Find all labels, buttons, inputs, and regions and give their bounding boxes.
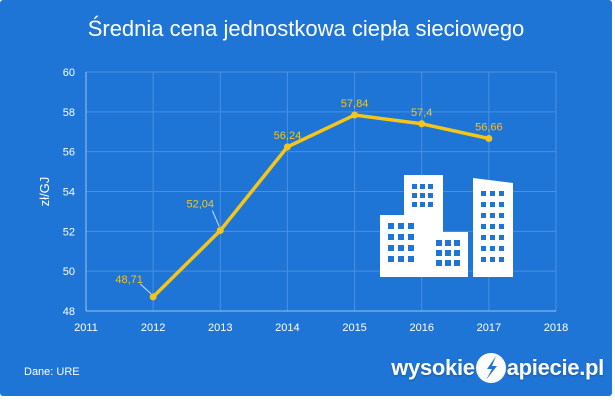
data-point <box>283 143 291 151</box>
x-tick-label: 2014 <box>275 322 299 334</box>
building-window <box>398 234 404 240</box>
building-window <box>490 257 495 262</box>
x-tick-label: 2011 <box>74 322 98 334</box>
building-window <box>398 256 404 262</box>
y-tick-label: 52 <box>63 226 75 238</box>
building-window <box>481 191 486 196</box>
building-window <box>481 224 486 229</box>
axes: 48 50 52 54 56 58 60 2011 2012 2013 2014 2015 2016 20… <box>37 67 568 334</box>
x-tick-label: 2018 <box>544 322 568 334</box>
building-window <box>499 257 504 262</box>
lightning-n-logo-icon <box>475 353 506 383</box>
building-window <box>398 223 404 229</box>
brand-right: apiecie.pl <box>506 355 605 380</box>
building-window <box>490 246 495 251</box>
building-window <box>454 250 460 256</box>
building-window <box>436 250 442 256</box>
building-window <box>499 191 504 196</box>
y-tick-label: 50 <box>63 266 75 278</box>
data-line <box>151 113 491 299</box>
source-note: Dane: URE <box>24 366 80 378</box>
brand-left: wysokie <box>391 355 475 380</box>
data-point <box>216 227 224 235</box>
building-window <box>490 235 495 240</box>
data-label: 56,24 <box>274 130 302 142</box>
x-tick-label: 2015 <box>342 322 366 334</box>
label-leader-line <box>139 283 152 295</box>
building-window <box>499 202 504 207</box>
building-window <box>481 257 486 262</box>
data-point <box>485 135 493 143</box>
building-window <box>454 260 460 266</box>
building-window <box>412 184 417 189</box>
building-window <box>428 202 433 207</box>
buildings-icon <box>380 175 513 277</box>
data-label: 48,71 <box>115 274 143 286</box>
building-window <box>481 235 486 240</box>
building-window <box>398 245 404 251</box>
building-window <box>445 250 451 256</box>
data-labels: 48,71 52,04 56,24 57,84 57,4 56,66 <box>115 98 503 295</box>
building-window <box>445 240 451 246</box>
building-window <box>481 246 486 251</box>
building-window <box>490 202 495 207</box>
building-window <box>490 224 495 229</box>
building-window <box>412 193 417 198</box>
building-window <box>445 260 451 266</box>
data-point <box>418 120 426 128</box>
building-window <box>412 202 417 207</box>
building-window <box>481 213 486 218</box>
y-axis-label: zł/GJ <box>37 177 52 207</box>
data-points <box>149 111 493 301</box>
data-label: 56,66 <box>475 122 503 134</box>
building-window <box>428 184 433 189</box>
x-tick-label: 2013 <box>208 322 232 334</box>
building-window <box>420 184 425 189</box>
building-window <box>481 202 486 207</box>
x-tick-label: 2017 <box>477 322 501 334</box>
building-window <box>428 193 433 198</box>
building-window <box>490 191 495 196</box>
y-tick-label: 58 <box>63 107 75 119</box>
brand-logo: wysokie apiecie.pl <box>391 353 604 383</box>
y-tick-label: 54 <box>63 187 75 199</box>
building-window <box>408 245 414 251</box>
building-window <box>454 240 460 246</box>
label-leader-line <box>211 210 220 227</box>
building-window <box>388 234 394 240</box>
building-window <box>436 260 442 266</box>
series-line <box>151 113 491 299</box>
building-window <box>408 256 414 262</box>
building-window <box>420 193 425 198</box>
building-window <box>408 234 414 240</box>
building-window <box>388 245 394 251</box>
building-window <box>499 246 504 251</box>
data-point <box>149 293 157 301</box>
data-label: 57,84 <box>341 98 369 110</box>
building-window <box>499 213 504 218</box>
data-point <box>351 111 359 119</box>
y-tick-label: 56 <box>63 147 75 159</box>
x-tick-label: 2016 <box>409 322 433 334</box>
building-window <box>436 240 442 246</box>
building-window <box>408 223 414 229</box>
data-label: 52,04 <box>187 199 215 211</box>
x-tick-label: 2012 <box>141 322 165 334</box>
y-tick-label: 60 <box>63 67 75 79</box>
data-label: 57,4 <box>411 107 432 119</box>
building-window <box>490 213 495 218</box>
chart-title: Średnia cena jednostkowa ciepła sieciowe… <box>87 16 525 41</box>
y-tick-label: 48 <box>63 306 75 318</box>
building-window <box>388 256 394 262</box>
building-window <box>499 224 504 229</box>
building-window <box>499 235 504 240</box>
building-window <box>388 223 394 229</box>
building-window <box>420 202 425 207</box>
